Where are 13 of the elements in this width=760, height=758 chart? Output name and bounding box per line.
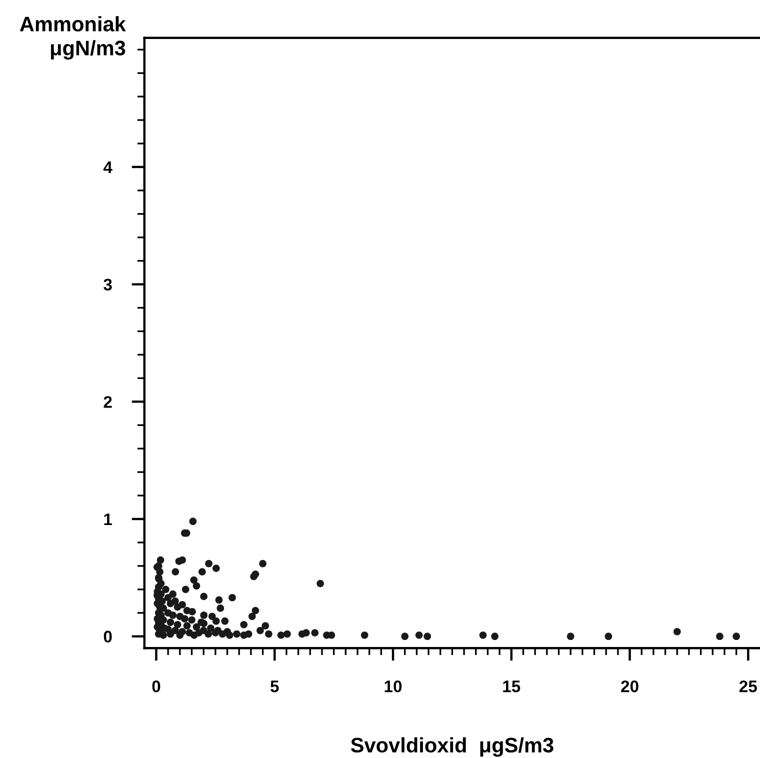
y-axis-title: Ammoniak μgN/m3 [20, 16, 126, 60]
y-tick-label: 0 [104, 630, 112, 643]
x-tick-label: 0 [152, 680, 160, 692]
x-tick-label: 5 [270, 680, 279, 692]
y-tick-label: 2 [104, 396, 112, 408]
y-tick-label: 1 [104, 514, 112, 526]
x-axis-title: Svovldioxid μgS/m3 [350, 737, 554, 757]
x-tick-label: 10 [384, 680, 402, 692]
x-tick-label: 15 [503, 680, 520, 692]
y-tick-label: 4 [103, 162, 112, 174]
y-tick-label: 3 [104, 278, 112, 291]
x-tick-label: 25 [739, 680, 757, 692]
x-tick-label: 20 [621, 680, 638, 692]
